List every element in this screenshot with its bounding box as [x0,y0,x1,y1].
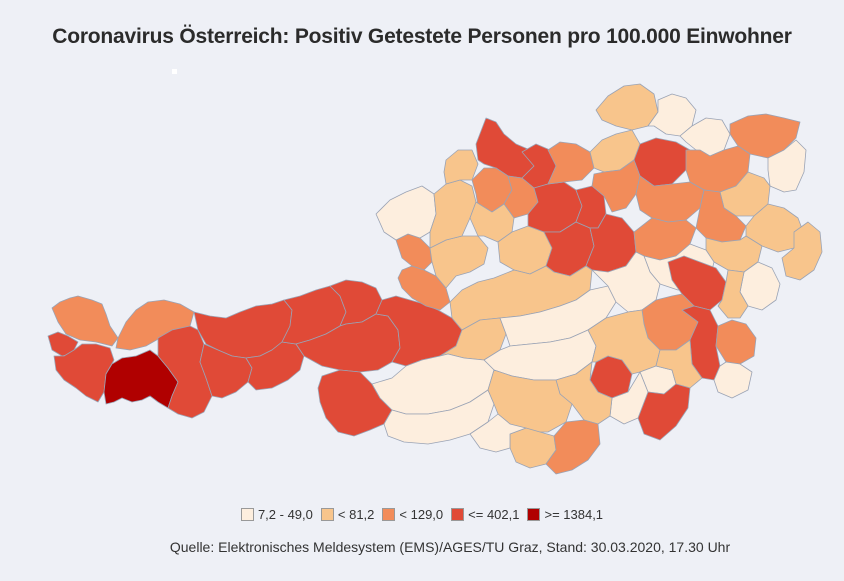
legend-swatch [451,508,465,521]
district-region [317,369,393,437]
district-region [547,141,595,185]
district-region [729,113,801,159]
district-region [767,139,807,193]
legend-swatch [527,508,541,521]
district-region [395,233,433,271]
source-note: Quelle: Elektronisches Meldesystem (EMS)… [169,539,731,555]
legend-item: < 129,0 [382,507,443,522]
district-region [199,343,253,399]
legend-item: >= 1384,1 [527,507,603,522]
district-region [397,265,451,311]
district-region [609,371,649,425]
legend-item: < 81,2 [320,507,375,522]
decorative-dot [172,69,177,74]
legend-label: >= 1384,1 [544,507,604,522]
legend-swatch [320,508,334,521]
legend-label: <= 402,1 [468,507,520,522]
district-region [717,269,749,319]
district-region [591,159,641,213]
district-region [115,299,195,351]
legend-swatch [382,508,396,521]
district-region [469,413,527,453]
legend-swatch [240,508,254,521]
district-region [713,361,753,399]
map-title: Coronavirus Österreich: Positiv Getestet… [52,25,792,48]
district-region [781,221,823,281]
district-region [595,83,659,131]
legend-label: < 129,0 [399,507,444,522]
district-region [47,331,79,357]
map-legend: 7,2 - 49,0 < 81,2 < 129,0 <= 402,1 >= 13… [0,507,844,522]
district-region [157,325,213,419]
district-region [375,185,437,241]
district-region [487,369,573,433]
district-region [655,339,703,389]
legend-label: < 81,2 [337,507,375,522]
district-region [51,295,119,347]
legend-label: 7,2 - 49,0 [257,507,313,522]
legend-item: 7,2 - 49,0 [240,507,313,522]
district-region [715,319,757,365]
district-region [637,383,691,441]
legend-item: <= 402,1 [451,507,519,522]
district-region [545,419,601,475]
district-region [591,251,661,313]
district-region [245,341,305,391]
